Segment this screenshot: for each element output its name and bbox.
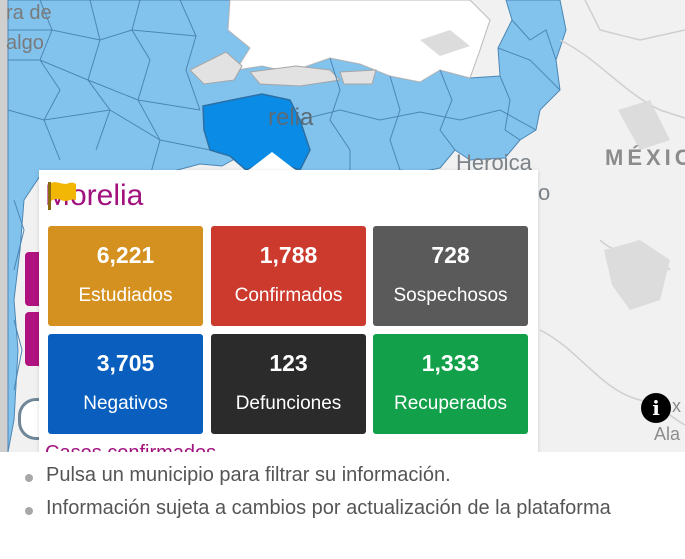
stat-value: 6,221 (96, 242, 155, 268)
stat-card-confirmados: 1,788 Confirmados (211, 226, 366, 326)
stat-card-estudiados: 6,221 Estudiados (48, 226, 203, 326)
map-label-right-1: x (672, 396, 681, 416)
stat-card-defunciones: 123 Defunciones (211, 334, 366, 434)
confirmed-cases-link[interactable]: Casos confirmados (45, 442, 216, 452)
map-label-edge-second: algo (6, 32, 44, 54)
stat-value: 728 (431, 242, 470, 268)
stat-label: Recuperados (393, 393, 508, 414)
flag-icon (48, 182, 76, 210)
stat-value: 123 (269, 350, 308, 376)
map-area[interactable]: ra de algo relia Heroica o MÉXIC x Ala M… (0, 0, 685, 452)
map-label-right-2: Ala (654, 424, 681, 444)
map-label-partial-o: o (538, 180, 551, 205)
popup-pointer (246, 152, 298, 172)
side-tab-top[interactable] (25, 252, 39, 306)
info-icon[interactable]: i (641, 393, 671, 423)
stat-label: Defunciones (235, 393, 342, 414)
map-label-edge-top: ra de (6, 2, 52, 24)
stat-value: 1,788 (259, 242, 318, 268)
map-label-morelia: relia (268, 104, 314, 131)
municipality-popup: Morelia 6,221 Estudiados 1,788 Confirmados 7… (39, 170, 538, 452)
note-item: Información sujeta a cambios por actuali… (25, 497, 611, 519)
stat-card-recuperados: 1,333 Recuperados (373, 334, 528, 434)
stat-value: 3,705 (96, 350, 155, 376)
stat-label: Confirmados (234, 285, 343, 306)
stat-value: 1,333 (421, 350, 480, 376)
side-tab-bottom[interactable] (25, 312, 39, 366)
stat-label: Estudiados (78, 285, 173, 306)
notes-section: Pulsa un municipio para filtrar su infor… (0, 452, 685, 559)
map-label-country: MÉXIC (605, 145, 685, 170)
note-item: Pulsa un municipio para filtrar su infor… (25, 464, 451, 486)
stat-card-sospechosos: 728 Sospechosos (373, 226, 528, 326)
stat-card-negativos: 3,705 Negativos (48, 334, 203, 434)
popup-header: Morelia (45, 178, 143, 214)
stat-label: Sospechosos (393, 285, 508, 306)
stat-label: Negativos (83, 393, 168, 414)
